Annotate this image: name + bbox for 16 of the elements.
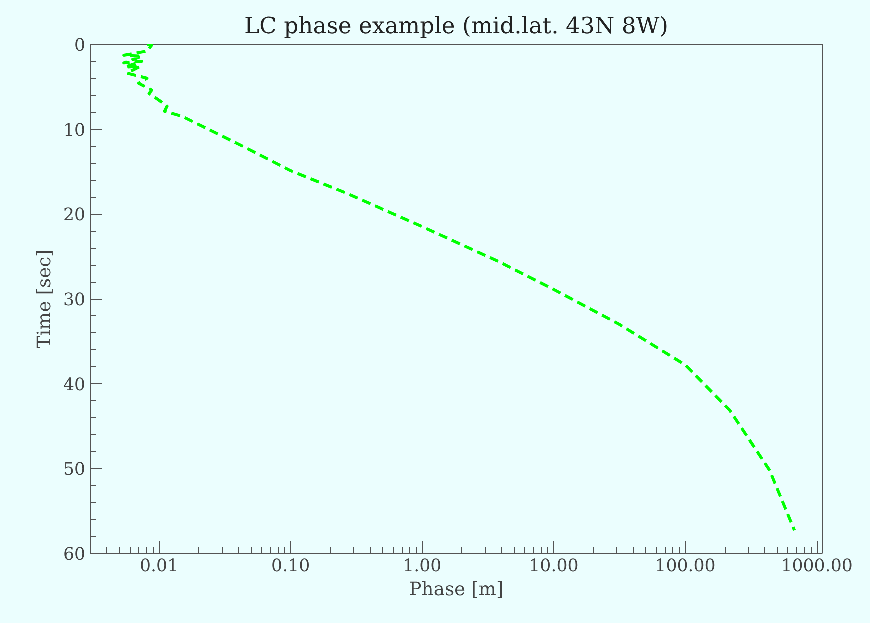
x-tick-label: 0.10 [272,556,310,576]
y-tick-label: 20 [63,206,86,226]
y-tick-label: 30 [63,290,86,310]
x-tick-label: 1.00 [403,556,442,576]
y-tick-label: 40 [63,375,86,396]
y-tick-label: 50 [63,460,86,480]
y-axis-title: Time [sec] [34,250,56,348]
x-tick-label: 10.00 [529,556,579,576]
y-tick-label: 0 [74,36,86,56]
x-tick-label: 0.01 [140,556,179,576]
chart-title: LC phase example (mid.lat. 43N 8W) [244,14,668,40]
x-tick-label: 1000.00 [781,556,853,576]
x-axis-title: Phase [m] [409,580,504,600]
y-tick-label: 60 [63,545,86,565]
x-tick-label: 100.00 [655,556,716,576]
y-tick-label: 10 [63,120,86,141]
